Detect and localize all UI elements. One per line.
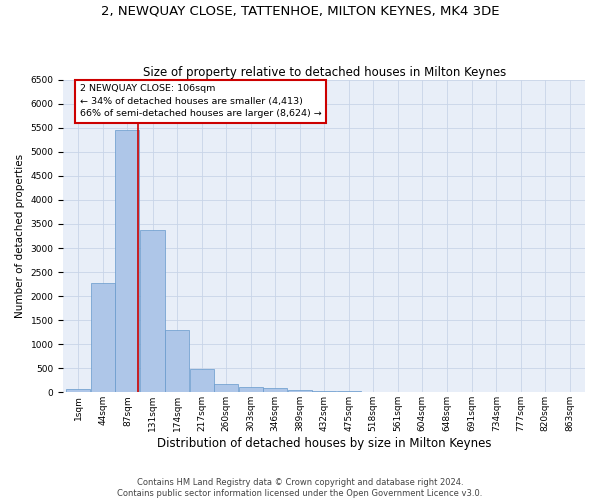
Bar <box>287 390 311 392</box>
Y-axis label: Number of detached properties: Number of detached properties <box>15 154 25 318</box>
Bar <box>165 330 189 392</box>
Text: 2, NEWQUAY CLOSE, TATTENHOE, MILTON KEYNES, MK4 3DE: 2, NEWQUAY CLOSE, TATTENHOE, MILTON KEYN… <box>101 5 499 18</box>
Title: Size of property relative to detached houses in Milton Keynes: Size of property relative to detached ho… <box>143 66 506 78</box>
Bar <box>140 230 164 392</box>
Bar <box>115 130 139 392</box>
Bar <box>67 389 91 392</box>
Bar <box>263 388 287 392</box>
Bar <box>214 384 238 392</box>
Bar <box>312 391 336 392</box>
Bar <box>239 388 263 392</box>
Bar <box>91 282 115 393</box>
Text: 2 NEWQUAY CLOSE: 106sqm
← 34% of detached houses are smaller (4,413)
66% of semi: 2 NEWQUAY CLOSE: 106sqm ← 34% of detache… <box>80 84 321 118</box>
Bar <box>190 369 214 392</box>
Text: Contains HM Land Registry data © Crown copyright and database right 2024.
Contai: Contains HM Land Registry data © Crown c… <box>118 478 482 498</box>
X-axis label: Distribution of detached houses by size in Milton Keynes: Distribution of detached houses by size … <box>157 437 491 450</box>
